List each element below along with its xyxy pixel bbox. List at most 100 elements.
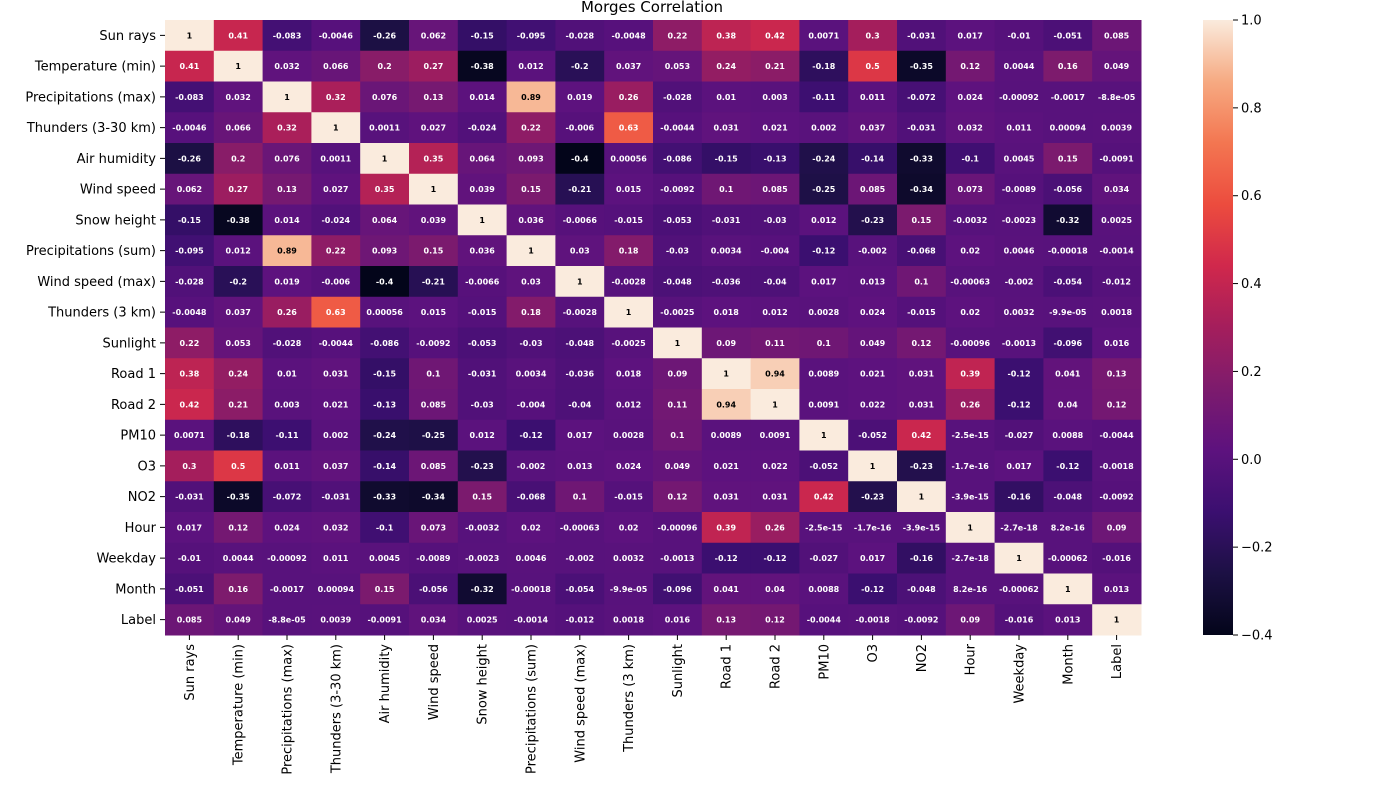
row-label-precipitations-sum: Precipitations (sum) [26,244,156,259]
heatmap-cell-label-wind-speed-max [555,604,605,636]
cell-annotation: -0.0013 [1002,339,1036,348]
cell-annotation: -0.068 [517,493,546,502]
cell-annotation: -0.0091 [1099,154,1134,163]
cell-annotation: 0.16 [228,585,248,594]
cell-annotation: -0.083 [175,93,204,102]
cell-annotation: -0.015 [614,493,643,502]
heatmap-cell-label-sunlight [653,604,703,636]
row-label-air-humidity: Air humidity [77,152,157,167]
cell-annotation: 0.0025 [467,616,498,625]
heatmap-cell-weekday-precipitations-max [262,542,312,574]
heatmap-cell-precipitations-max-sun-rays [165,81,215,113]
cell-annotation: 0.15 [521,185,541,194]
cell-annotation: 1 [967,523,973,532]
cell-annotation: 0.38 [180,370,200,379]
cell-annotation: 0.037 [323,462,348,471]
cell-annotation: 0.031 [762,493,788,502]
cell-annotation: 0.037 [860,124,885,133]
cell-annotation: 0.0071 [174,431,205,440]
cell-annotation: 1 [187,31,193,40]
cell-annotation: -0.11 [275,431,298,440]
cell-annotation: -0.25 [812,185,835,194]
heatmap-cell-thunders-3-30-km-hour [945,112,996,144]
cell-annotation: 0.034 [421,616,447,625]
heatmap-cell-snow-height-thunders-3-30-km [311,204,361,236]
cell-annotation: -0.4 [571,154,589,163]
cell-annotation: -0.056 [1053,185,1082,194]
cell-annotation: -9.9e-05 [610,585,648,594]
cell-annotation: -0.15 [471,31,494,40]
heatmap-cell-road-1-weekday [994,358,1044,390]
cell-annotation: 0.018 [714,308,740,317]
colorbar-tick-label: 0.2 [1241,365,1262,380]
heatmap-cell-road-1-thunders-3-30-km [311,358,361,390]
cell-annotation: -0.0028 [563,308,598,317]
cell-annotation: 0.41 [180,62,200,71]
heatmap-cell-label-no2 [897,604,947,636]
heatmap-cell-label-sun-rays [165,604,215,636]
cell-annotation: 0.049 [1104,62,1130,71]
cell-annotation: -0.01 [178,554,201,563]
heatmap-cell-road-2-precipitations-sum [506,389,556,421]
heatmap-cell-pm10-temperature-min [213,419,264,451]
colorbar-tick-label: 0.8 [1241,101,1262,116]
cell-annotation: 0.01 [716,93,736,102]
cell-annotation: -0.031 [175,493,204,502]
cell-annotation: -0.0032 [953,216,987,225]
row-label-road-2: Road 2 [111,398,156,413]
heatmap-cell-precipitations-sum-road-2 [750,235,800,267]
cell-annotation: 0.0088 [808,585,839,594]
cell-annotation: -0.33 [910,154,933,163]
heatmap-cell-wind-speed-max-air-humidity [360,266,410,298]
heatmap-cell-month-pm10 [799,573,849,605]
heatmap-cell-thunders-3-km-road-1 [701,296,752,328]
cell-annotation: -0.036 [565,370,594,379]
cell-annotation: 0.018 [616,370,642,379]
heatmap-cell-o3-o3 [848,450,898,482]
heatmap-cell-weekday-o3 [848,542,898,574]
cell-annotation: -0.26 [178,154,201,163]
cell-annotation: 1 [1016,554,1022,563]
heatmap-cell-pm10-thunders-3-km [604,419,654,451]
heatmap-cell-snow-height-hour [945,204,996,236]
heatmap-cell-road-2-temperature-min [213,389,264,421]
heatmap-cell-snow-height-air-humidity [360,204,410,236]
cell-annotation: 0.13 [277,185,297,194]
heatmap-cell-wind-speed-thunders-3-30-km [311,173,361,205]
heatmap-cell-road-2-road-1 [701,389,752,421]
cell-annotation: 0.066 [323,62,349,71]
cell-annotation: -2.7e-18 [952,554,990,563]
cell-annotation: 0.024 [958,93,984,102]
cell-annotation: 0.0032 [1004,308,1035,317]
heatmap-cell-label-air-humidity [360,604,410,636]
cell-annotation: -0.0025 [660,308,695,317]
cell-annotation: -0.12 [763,554,786,563]
heatmap-cell-hour-thunders-3-30-km [311,512,361,544]
cell-annotation: 0.012 [226,247,251,256]
column-labels: Sun rays Temperature (min) Precipitations … [183,635,1125,775]
heatmap-cell-thunders-3-km-air-humidity [360,296,410,328]
heatmap-cell-pm10-precipitations-max [262,419,312,451]
column-label-precipitations-max: Precipitations (max) [281,644,296,775]
cell-annotation: 0.02 [960,308,980,317]
heatmap-cell-thunders-3-30-km-pm10 [799,112,849,144]
heatmap-cell-snow-height-sunlight [653,204,703,236]
heatmap-cell-o3-thunders-3-30-km [311,450,361,482]
heatmap-cell-pm10-road-1 [701,419,752,451]
cell-annotation: 0.27 [424,62,444,71]
cell-annotation: -0.13 [763,154,786,163]
heatmap-cell-label-snow-height [457,604,508,636]
heatmap-cell-sunlight-hour [945,327,996,359]
heatmap-cell-sunlight-pm10 [799,327,849,359]
cell-annotation: 0.22 [326,247,346,256]
heatmap-cell-road-2-snow-height [457,389,508,421]
cell-annotation: 0.13 [716,616,736,625]
cell-annotation: 0.017 [177,523,202,532]
heatmap-cell-road-1-road-1 [701,358,752,390]
cell-annotation: -8.8e-05 [268,616,306,625]
row-label-month: Month [115,582,156,597]
cell-annotation: -1.7e-16 [854,523,892,532]
heatmap-cell-road-2-air-humidity [360,389,410,421]
heatmap-cell-sun-rays-snow-height [457,20,508,52]
heatmap-cell-wind-speed-max-thunders-3-km [604,266,654,298]
